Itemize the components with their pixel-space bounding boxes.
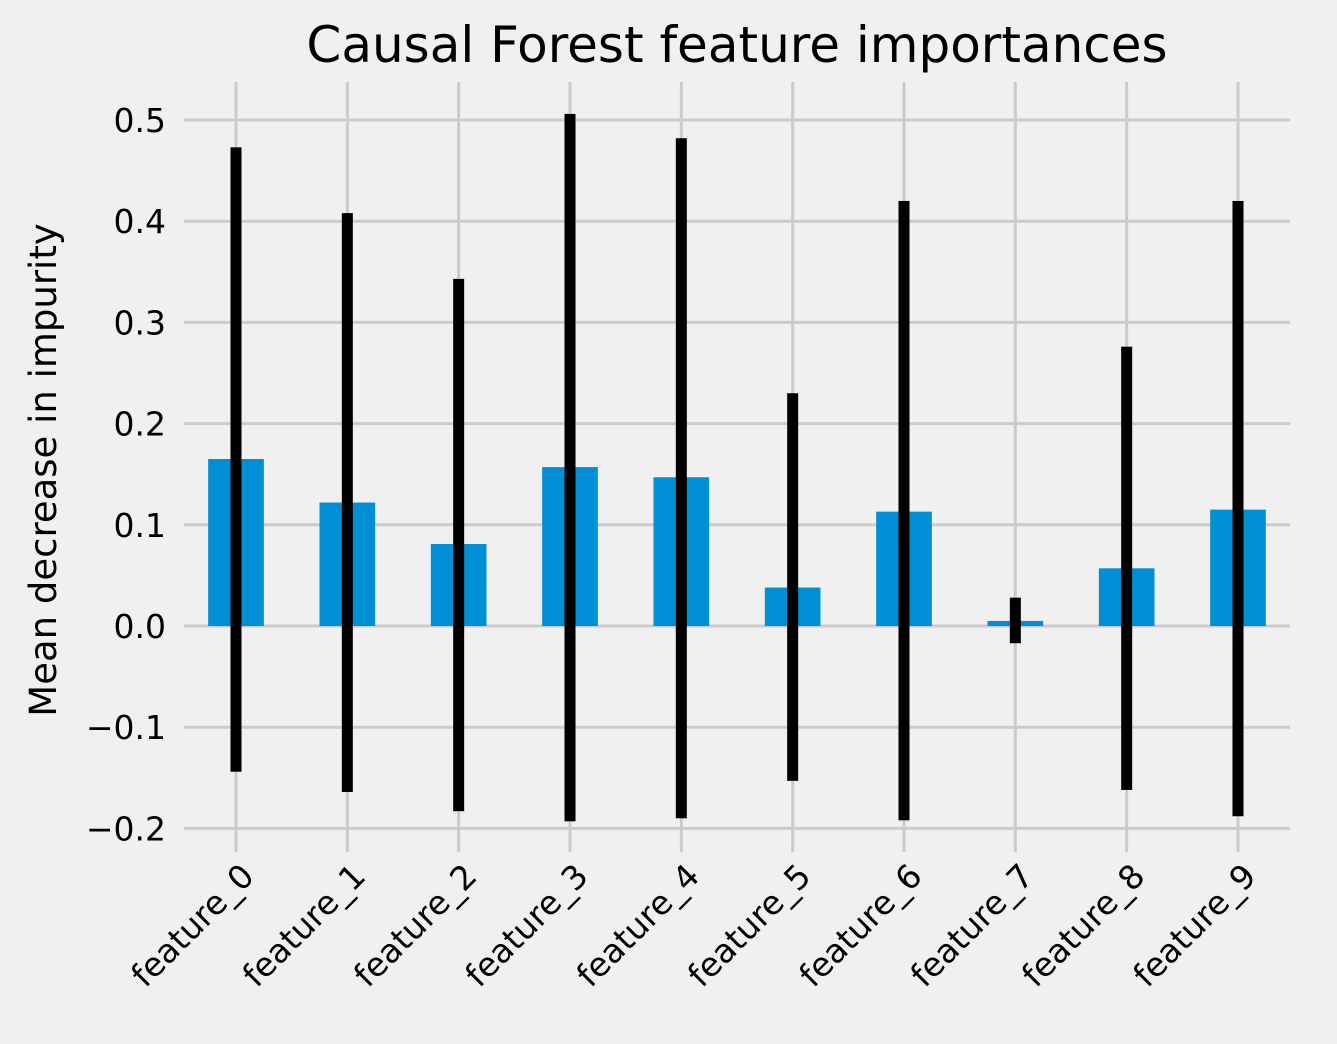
y-axis-label: Mean decrease in impurity <box>22 223 65 716</box>
chart-title: Causal Forest feature importances <box>306 16 1167 74</box>
bars <box>208 459 1266 626</box>
error-bar-feature_8 <box>1121 346 1133 790</box>
x-tick-label: feature_9 <box>1125 856 1263 994</box>
error-bar-feature_9 <box>1232 200 1244 817</box>
y-tick-label: 0.2 <box>114 405 166 444</box>
error-bar-feature_1 <box>341 213 353 792</box>
y-tick-label: −0.2 <box>86 809 166 848</box>
error-bar-feature_5 <box>787 393 799 781</box>
error-bar-feature_6 <box>898 200 910 821</box>
y-tick-label: 0.5 <box>114 101 166 140</box>
error-bar-feature_4 <box>675 138 687 819</box>
x-axis-ticks: feature_0feature_1feature_2feature_3feat… <box>123 856 1263 994</box>
error-bar-feature_2 <box>453 278 465 812</box>
error-bar-feature_0 <box>230 147 242 772</box>
y-axis-ticks: −0.2 −0.1 0.0 0.1 0.2 0.3 0.4 0.5 <box>86 101 166 848</box>
error-bar-feature_3 <box>564 113 576 822</box>
y-tick-label: −0.1 <box>86 708 166 747</box>
y-tick-label: 0.4 <box>114 202 166 241</box>
error-bars <box>230 113 1244 822</box>
y-tick-label: 0.0 <box>114 607 166 646</box>
error-bar-feature_7 <box>1009 597 1021 644</box>
y-tick-label: 0.3 <box>114 303 166 342</box>
y-tick-label: 0.1 <box>114 506 166 545</box>
